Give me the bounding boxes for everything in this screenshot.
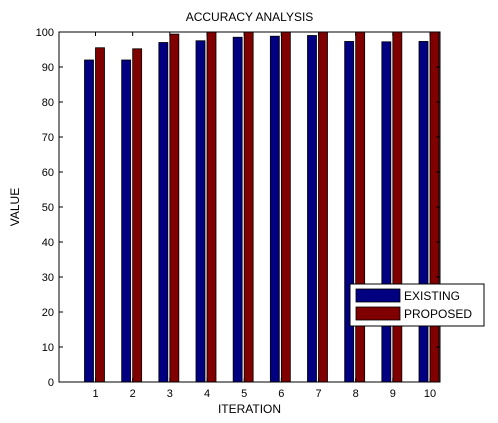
y-tick-label: 30 bbox=[42, 272, 54, 284]
bar-proposed-3 bbox=[169, 33, 180, 383]
bar-proposed-7 bbox=[318, 31, 328, 383]
legend-label-proposed: PROPOSED bbox=[404, 307, 472, 321]
bar-existing-2 bbox=[121, 59, 132, 383]
x-tick-label: 6 bbox=[278, 388, 284, 400]
y-tick-label: 60 bbox=[42, 167, 54, 179]
bar-proposed-9 bbox=[392, 31, 403, 383]
bars-layer bbox=[84, 31, 440, 383]
y-tick-label: 40 bbox=[42, 237, 54, 249]
x-tick-label: 7 bbox=[315, 388, 321, 400]
bar-existing-5 bbox=[232, 36, 243, 383]
y-tick-label: 20 bbox=[42, 307, 54, 319]
x-tick-label: 4 bbox=[204, 388, 210, 400]
y-tick-label: 90 bbox=[42, 62, 54, 74]
x-tick-label: 2 bbox=[130, 388, 136, 400]
bar-proposed-6 bbox=[280, 31, 291, 383]
bar-existing-10 bbox=[418, 41, 429, 383]
x-tick-label: 8 bbox=[353, 388, 359, 400]
y-tick-label: 70 bbox=[42, 132, 54, 144]
bar-existing-1 bbox=[84, 59, 94, 383]
y-tick-label: 80 bbox=[42, 97, 54, 109]
axes-layer: 0 10 20 30 40 50 60 70 80 90 100 1 2 3 4 5 6 7 8 9 10 bbox=[36, 27, 441, 400]
x-tick-label: 3 bbox=[167, 388, 173, 400]
x-tick-label: 9 bbox=[390, 388, 396, 400]
y-tick-label: 50 bbox=[42, 202, 54, 214]
legend-swatch-proposed bbox=[355, 306, 401, 321]
bar-proposed-8 bbox=[355, 31, 366, 383]
bar-proposed-5 bbox=[243, 31, 254, 383]
bar-existing-7 bbox=[307, 35, 317, 383]
y-tick-label: 100 bbox=[36, 27, 54, 39]
legend: EXISTING PROPOSED bbox=[349, 283, 485, 327]
x-tick-label: 10 bbox=[424, 388, 436, 400]
bar-proposed-2 bbox=[132, 48, 143, 383]
x-tick-label: 1 bbox=[92, 388, 98, 400]
chart-title: ACCURACY ANALYSIS bbox=[186, 10, 314, 24]
bar-existing-3 bbox=[158, 42, 169, 383]
x-axis-label: ITERATION bbox=[218, 402, 281, 416]
bar-existing-4 bbox=[195, 40, 206, 383]
bar-proposed-4 bbox=[206, 31, 217, 383]
legend-label-existing: EXISTING bbox=[404, 289, 460, 303]
x-tick-label: 5 bbox=[241, 388, 247, 400]
y-tick-label: 0 bbox=[48, 377, 54, 389]
y-axis-label: VALUE bbox=[8, 188, 22, 226]
bar-existing-8 bbox=[344, 41, 355, 383]
legend-swatch-existing bbox=[355, 288, 401, 303]
bar-existing-9 bbox=[381, 41, 392, 383]
bar-proposed-1 bbox=[95, 47, 105, 383]
y-tick-label: 10 bbox=[42, 342, 54, 354]
bar-existing-6 bbox=[269, 35, 280, 383]
